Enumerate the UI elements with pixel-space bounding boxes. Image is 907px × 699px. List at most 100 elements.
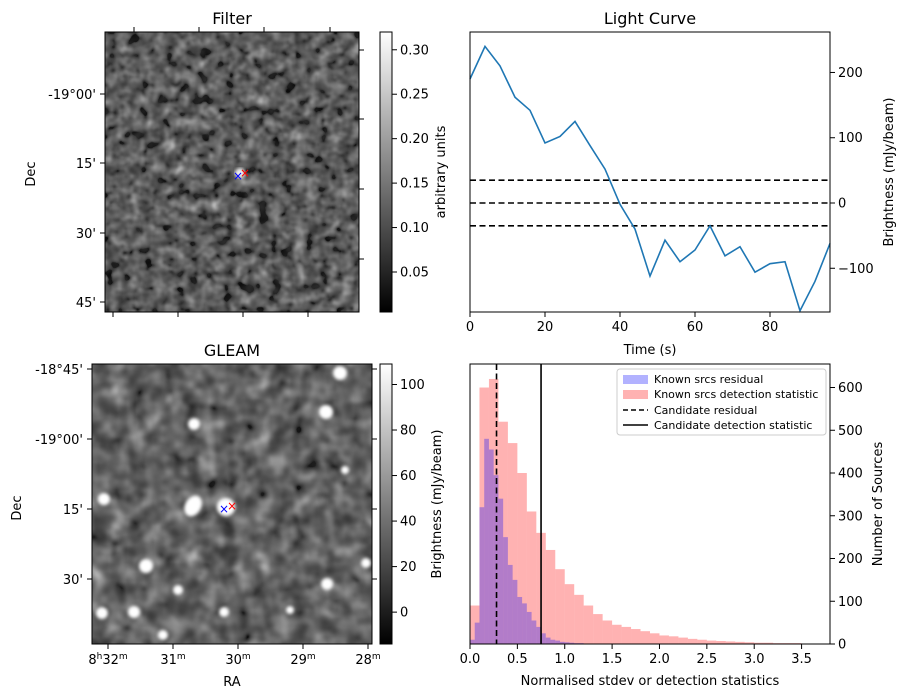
filter-colorbar-tick-label: 0.15 (400, 177, 429, 192)
hist-bar (631, 629, 641, 644)
lc-ylabel: Brightness (mJy/beam) (882, 98, 897, 247)
lc-xtick-label: 80 (762, 320, 779, 335)
gleam-colorbar-tick-label: 60 (400, 469, 417, 484)
hist-bar (650, 633, 660, 644)
hist-xlabel: Normalised stdev or detection statistics (521, 674, 780, 689)
lc-xtick-label: 60 (687, 320, 704, 335)
gleam-ra-tick: 28m (355, 652, 380, 668)
gleam-colorbar: 0 20 40 60 80 100 Brightness (mJy/beam) (379, 363, 445, 645)
hist-bar (763, 642, 774, 644)
filter-red-marker: × (240, 166, 250, 180)
hist-bar (507, 564, 513, 644)
gleam-source (158, 630, 168, 640)
hist-bar (545, 549, 556, 644)
light-curve-panel: Light Curve 0 20 40 60 80 −100 0 100 200 Time (s… (466, 9, 897, 358)
lc-xtick-label: 20 (537, 320, 554, 335)
hist-bar (526, 511, 537, 644)
hist-xtick-label: 3.5 (791, 652, 812, 667)
filter-dec-tick: 45' (76, 296, 96, 311)
filter-ticks (100, 27, 364, 317)
hist-bar (716, 641, 726, 644)
filter-colorbar-tick-label: 0.20 (400, 132, 429, 147)
filter-colorbar-tick-label: 0.30 (400, 43, 429, 58)
gleam-sources (96, 366, 371, 640)
gleam-ra-tick: 30m (225, 652, 250, 668)
gleam-source (184, 495, 202, 517)
hist-bar (545, 637, 551, 644)
lc-title: Light Curve (604, 9, 696, 28)
gleam-source (341, 466, 349, 474)
gleam-title: GLEAM (204, 341, 260, 360)
legend-label: Known srcs residual (654, 373, 763, 386)
gleam-colorbar-tick-label: 40 (400, 515, 417, 530)
lc-ytick-label: 200 (838, 66, 863, 81)
hist-bar (531, 620, 537, 644)
legend-label: Candidate detection statistic (654, 419, 812, 432)
gleam-source (361, 558, 371, 568)
hist-xtick-label: 3.0 (744, 652, 765, 667)
legend-label: Known srcs detection statistic (654, 388, 818, 401)
gleam-dec-tick: 30' (63, 573, 83, 588)
hist-bar (479, 507, 485, 644)
filter-image (105, 32, 359, 312)
hist-bar (488, 449, 494, 644)
gleam-source (173, 585, 183, 595)
hist-bar (678, 637, 688, 644)
hist-bar (517, 596, 523, 644)
hist-bar (602, 620, 613, 644)
gleam-image (92, 364, 372, 644)
gleam-dec-tick: 15' (63, 503, 83, 518)
gleam-ticks (87, 368, 377, 649)
hist-bar (536, 626, 542, 644)
gleam-source (286, 606, 294, 614)
hist-bar (744, 642, 755, 644)
hist-bar (659, 635, 669, 644)
gleam-source (333, 366, 347, 380)
gleam-xlabel: RA (223, 675, 241, 690)
gleam-blue-marker: × (219, 502, 229, 516)
filter-dec-tick: 30' (76, 227, 96, 242)
hist-ytick-label: 500 (838, 424, 863, 439)
filter-panel: Filter -19°00' 15' 30' 45' Dec × × 0.050… (24, 9, 449, 317)
lc-xtick-label: 0 (466, 320, 474, 335)
hist-bar (470, 639, 475, 644)
hist-bar (474, 622, 480, 644)
hist-bar (507, 443, 518, 644)
filter-colorbar-tick-label: 0.05 (400, 266, 429, 281)
hist-bar (569, 642, 575, 644)
legend-label: Candidate residual (654, 404, 757, 417)
gleam-source (139, 559, 153, 573)
gleam-source (98, 493, 110, 505)
gleam-colorbar-tick-label: 80 (400, 424, 417, 439)
gleam-colorbar-label: Brightness (mJy/beam) (430, 430, 445, 579)
legend-swatch-residual (623, 375, 648, 384)
hist-bar (488, 378, 499, 644)
lc-series-line (469, 44, 831, 313)
gleam-dec-tick: -18°45' (35, 363, 83, 378)
hist-xtick-label: 0.5 (507, 652, 528, 667)
hist-bar (522, 603, 527, 644)
gleam-ylabel: Dec (10, 495, 25, 520)
gleam-source (217, 498, 235, 516)
hist-bar (479, 387, 489, 644)
hist-bar (593, 614, 603, 644)
hist-bar (498, 498, 504, 644)
filter-dec-tick: -19°00' (48, 88, 96, 103)
hist-bar (735, 641, 745, 644)
hist-bar (498, 421, 508, 644)
gleam-source (188, 418, 200, 430)
hist-bar (583, 605, 594, 644)
gleam-ra-tick: 8h32m (88, 652, 127, 668)
hist-bar (668, 636, 679, 644)
gleam-red-marker: × (227, 499, 237, 513)
filter-colorbar: 0.05 0.10 0.15 0.20 0.25 0.30 arbitrary units (379, 31, 449, 313)
hist-ytick-label: 400 (838, 467, 863, 482)
hist-bar (754, 642, 764, 644)
hist-bar (541, 633, 546, 644)
lc-xlabel: Time (s) (623, 343, 677, 358)
filter-blue-marker: × (233, 169, 243, 183)
lc-xtick-label: 40 (612, 320, 629, 335)
hist-bar (640, 631, 650, 644)
gleam-colorbar-tick-label: 100 (400, 378, 425, 393)
